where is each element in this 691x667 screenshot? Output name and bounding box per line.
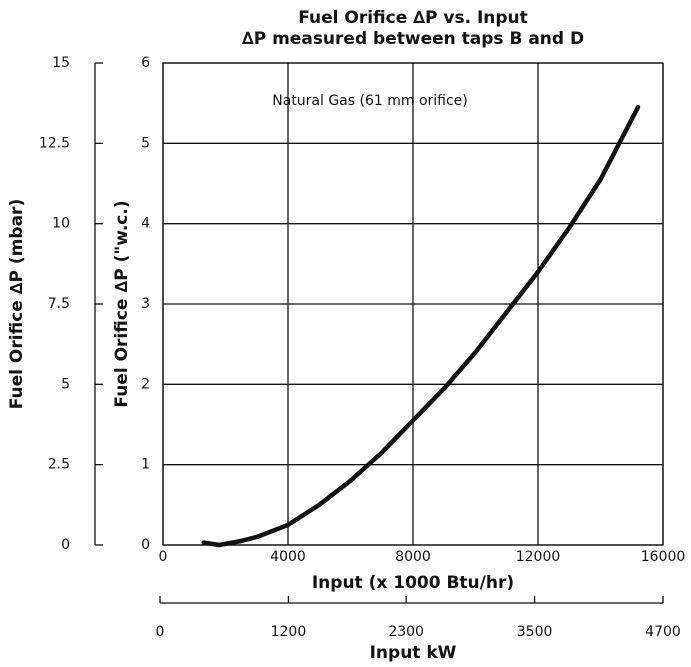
y2-axis-title: Fuel Orifice ∆P (mbar) [7, 199, 27, 409]
x-tick-label: 0 [159, 549, 168, 565]
x2-tick-label: 1200 [271, 624, 307, 640]
x2-tick-label: 4700 [645, 624, 681, 640]
x2-tick-label: 0 [156, 624, 165, 640]
y2-tick-label: 2.5 [48, 457, 70, 473]
y-tick-label: 3 [141, 296, 150, 312]
y-tick-label: 1 [141, 457, 150, 473]
chart-subtitle: ∆P measured between taps B and D [242, 29, 584, 49]
curve [201, 104, 641, 548]
annotation: Natural Gas (61 mm orifice) [272, 93, 468, 109]
y2-tick-label: 5 [61, 376, 70, 392]
y-tick-label: 5 [141, 135, 150, 151]
y2-tick-label: 15 [52, 55, 70, 71]
x2-tick-label: 3500 [517, 624, 553, 640]
x-axis-title: Input (x 1000 Btu/hr) [312, 573, 514, 593]
y-tick-label: 6 [141, 55, 150, 71]
plot-frame [162, 62, 664, 546]
y-axis-title: Fuel Orifice ∆P ("w.c.) [112, 200, 132, 407]
y2-tick-label: 0 [61, 537, 70, 553]
x-tick-label: 4000 [270, 549, 306, 565]
y-tick-label: 4 [141, 216, 150, 232]
y-tick-label: 0 [141, 537, 150, 553]
y2-tick-label: 7.5 [48, 296, 70, 312]
x-tick-label: 12000 [516, 549, 561, 565]
chart-title: Fuel Orifice ∆P vs. Input [298, 8, 528, 28]
x-tick-label: 16000 [641, 549, 686, 565]
y-tick-label: 2 [141, 376, 150, 392]
y2-tick-label: 12.5 [39, 135, 70, 151]
x-tick-label: 8000 [395, 549, 431, 565]
y2-tick-label: 10 [52, 216, 70, 232]
x2-tick-label: 2300 [388, 624, 424, 640]
x2-axis-title: Input kW [370, 643, 457, 663]
